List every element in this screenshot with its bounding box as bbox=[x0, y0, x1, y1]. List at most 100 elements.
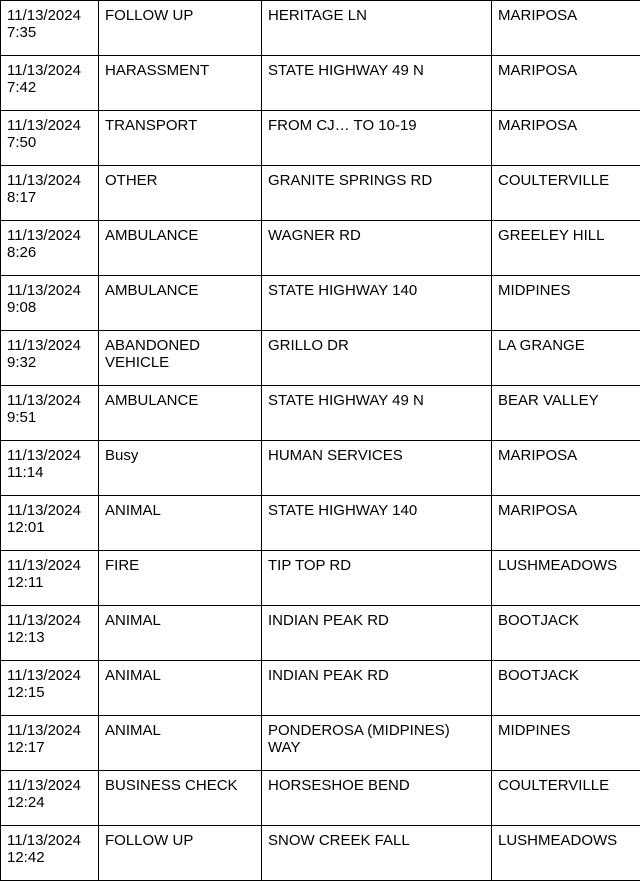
cell-type: ANIMAL bbox=[99, 661, 262, 716]
cell-date: 11/13/2024 bbox=[7, 447, 92, 464]
cell-date: 11/13/2024 bbox=[7, 557, 92, 574]
table-row: 11/13/20247:35FOLLOW UPHERITAGE LNMARIPO… bbox=[1, 1, 640, 56]
cell-area: MARIPOSA bbox=[492, 56, 640, 111]
cell-datetime: 11/13/20249:51 bbox=[1, 386, 99, 441]
table-row: 11/13/202412:13ANIMALINDIAN PEAK RDBOOTJ… bbox=[1, 606, 640, 661]
cell-time: 9:51 bbox=[7, 409, 92, 426]
table-row: 11/13/202412:11 FIRETIP TOP RDLUSHMEADOWS bbox=[1, 551, 640, 606]
cell-time: 12:17 bbox=[7, 739, 92, 756]
cell-type: ANIMAL bbox=[99, 496, 262, 551]
table-row: 11/13/202412:15 ANIMALINDIAN PEAK RDBOOTJ… bbox=[1, 661, 640, 716]
cell-location: PONDEROSA (MIDPINES) WAY bbox=[262, 716, 492, 771]
cell-area: LA GRANGE bbox=[492, 331, 640, 386]
cell-time: 7:50 bbox=[7, 134, 92, 151]
cell-area: GREELEY HILL bbox=[492, 221, 640, 276]
cell-location: HERITAGE LN bbox=[262, 1, 492, 56]
cell-location: STATE HIGHWAY 49 N bbox=[262, 56, 492, 111]
cell-location: HORSESHOE BEND bbox=[262, 771, 492, 826]
cell-type: AMBULANCE bbox=[99, 221, 262, 276]
cell-datetime: 11/13/20247:35 bbox=[1, 1, 99, 56]
cell-area: MARIPOSA bbox=[492, 111, 640, 166]
cell-time: 7:42 bbox=[7, 79, 92, 96]
cell-datetime: 11/13/202412:42 bbox=[1, 826, 99, 881]
cell-location: HUMAN SERVICES bbox=[262, 441, 492, 496]
cell-type: ANIMAL bbox=[99, 716, 262, 771]
cell-type: ANIMAL bbox=[99, 606, 262, 661]
cell-datetime: 11/13/20248:17 bbox=[1, 166, 99, 221]
cell-location: STATE HIGHWAY 49 N bbox=[262, 386, 492, 441]
cell-type: TRANSPORT bbox=[99, 111, 262, 166]
cell-area: MIDPINES bbox=[492, 716, 640, 771]
cell-time: 11:14 bbox=[7, 464, 92, 481]
cell-type: AMBULANCE bbox=[99, 276, 262, 331]
table-row: 11/13/202412:01ANIMALSTATE HIGHWAY 140MA… bbox=[1, 496, 640, 551]
cell-area: BOOTJACK bbox=[492, 661, 640, 716]
cell-datetime: 11/13/202411:14 bbox=[1, 441, 99, 496]
cell-type: AMBULANCE bbox=[99, 386, 262, 441]
cell-time: 7:35 bbox=[7, 24, 92, 41]
cell-type: ABANDONED VEHICLE bbox=[99, 331, 262, 386]
table-row: 11/13/20248:26AMBULANCEWAGNER RDGREELEY … bbox=[1, 221, 640, 276]
cell-datetime: 11/13/20247:50 bbox=[1, 111, 99, 166]
cell-time: 12:11 bbox=[7, 574, 92, 591]
table-row: 11/13/202412:24BUSINESS CHECKHORSESHOE B… bbox=[1, 771, 640, 826]
cell-location: TIP TOP RD bbox=[262, 551, 492, 606]
cell-time: 12:42 bbox=[7, 849, 92, 866]
cell-type: FOLLOW UP bbox=[99, 1, 262, 56]
cell-type: FIRE bbox=[99, 551, 262, 606]
cell-time: 9:32 bbox=[7, 354, 92, 371]
table-row: 11/13/20249:08 AMBULANCESTATE HIGHWAY 140… bbox=[1, 276, 640, 331]
cell-area: LUSHMEADOWS bbox=[492, 551, 640, 606]
cell-time: 12:24 bbox=[7, 794, 92, 811]
cell-type: OTHER bbox=[99, 166, 262, 221]
cell-date: 11/13/2024 bbox=[7, 172, 92, 189]
cell-type: BUSINESS CHECK bbox=[99, 771, 262, 826]
cell-area: BOOTJACK bbox=[492, 606, 640, 661]
cell-datetime: 11/13/202412:01 bbox=[1, 496, 99, 551]
cell-time: 9:08 bbox=[7, 299, 92, 316]
cell-time: 12:01 bbox=[7, 519, 92, 536]
cell-area: COULTERVILLE bbox=[492, 771, 640, 826]
cell-date: 11/13/2024 bbox=[7, 777, 92, 794]
cell-date: 11/13/2024 bbox=[7, 667, 92, 684]
incident-log-table: 11/13/20247:35FOLLOW UPHERITAGE LNMARIPO… bbox=[0, 0, 640, 881]
cell-location: INDIAN PEAK RD bbox=[262, 661, 492, 716]
table-row: 11/13/20248:17OTHERGRANITE SPRINGS RDCOU… bbox=[1, 166, 640, 221]
cell-area: MIDPINES bbox=[492, 276, 640, 331]
incident-log-body: 11/13/20247:35FOLLOW UPHERITAGE LNMARIPO… bbox=[1, 1, 640, 881]
cell-date: 11/13/2024 bbox=[7, 337, 92, 354]
cell-date: 11/13/2024 bbox=[7, 282, 92, 299]
cell-area: MARIPOSA bbox=[492, 441, 640, 496]
cell-date: 11/13/2024 bbox=[7, 832, 92, 849]
cell-datetime: 11/13/20248:26 bbox=[1, 221, 99, 276]
cell-date: 11/13/2024 bbox=[7, 227, 92, 244]
cell-datetime: 11/13/20249:32 bbox=[1, 331, 99, 386]
cell-datetime: 11/13/202412:13 bbox=[1, 606, 99, 661]
cell-date: 11/13/2024 bbox=[7, 392, 92, 409]
table-row: 11/13/20249:51AMBULANCESTATE HIGHWAY 49 … bbox=[1, 386, 640, 441]
cell-time: 8:17 bbox=[7, 189, 92, 206]
table-row: 11/13/20249:32ABANDONED VEHICLEGRILLO DR… bbox=[1, 331, 640, 386]
cell-area: COULTERVILLE bbox=[492, 166, 640, 221]
cell-location: FROM CJ… TO 10-19 bbox=[262, 111, 492, 166]
cell-date: 11/13/2024 bbox=[7, 722, 92, 739]
cell-location: GRANITE SPRINGS RD bbox=[262, 166, 492, 221]
cell-datetime: 11/13/202412:24 bbox=[1, 771, 99, 826]
cell-date: 11/13/2024 bbox=[7, 502, 92, 519]
cell-area: BEAR VALLEY bbox=[492, 386, 640, 441]
cell-area: MARIPOSA bbox=[492, 1, 640, 56]
table-row: 11/13/20247:50TRANSPORTFROM CJ… TO 10-19… bbox=[1, 111, 640, 166]
cell-date: 11/13/2024 bbox=[7, 117, 92, 134]
cell-time: 12:15 bbox=[7, 684, 92, 701]
cell-datetime: 11/13/202412:17 bbox=[1, 716, 99, 771]
cell-date: 11/13/2024 bbox=[7, 7, 92, 24]
cell-datetime: 11/13/20247:42 bbox=[1, 56, 99, 111]
cell-type: FOLLOW UP bbox=[99, 826, 262, 881]
cell-area: LUSHMEADOWS bbox=[492, 826, 640, 881]
table-row: 11/13/20247:42HARASSMENTSTATE HIGHWAY 49… bbox=[1, 56, 640, 111]
cell-area: MARIPOSA bbox=[492, 496, 640, 551]
cell-time: 8:26 bbox=[7, 244, 92, 261]
cell-location: STATE HIGHWAY 140 bbox=[262, 496, 492, 551]
cell-location: STATE HIGHWAY 140 bbox=[262, 276, 492, 331]
cell-location: GRILLO DR bbox=[262, 331, 492, 386]
